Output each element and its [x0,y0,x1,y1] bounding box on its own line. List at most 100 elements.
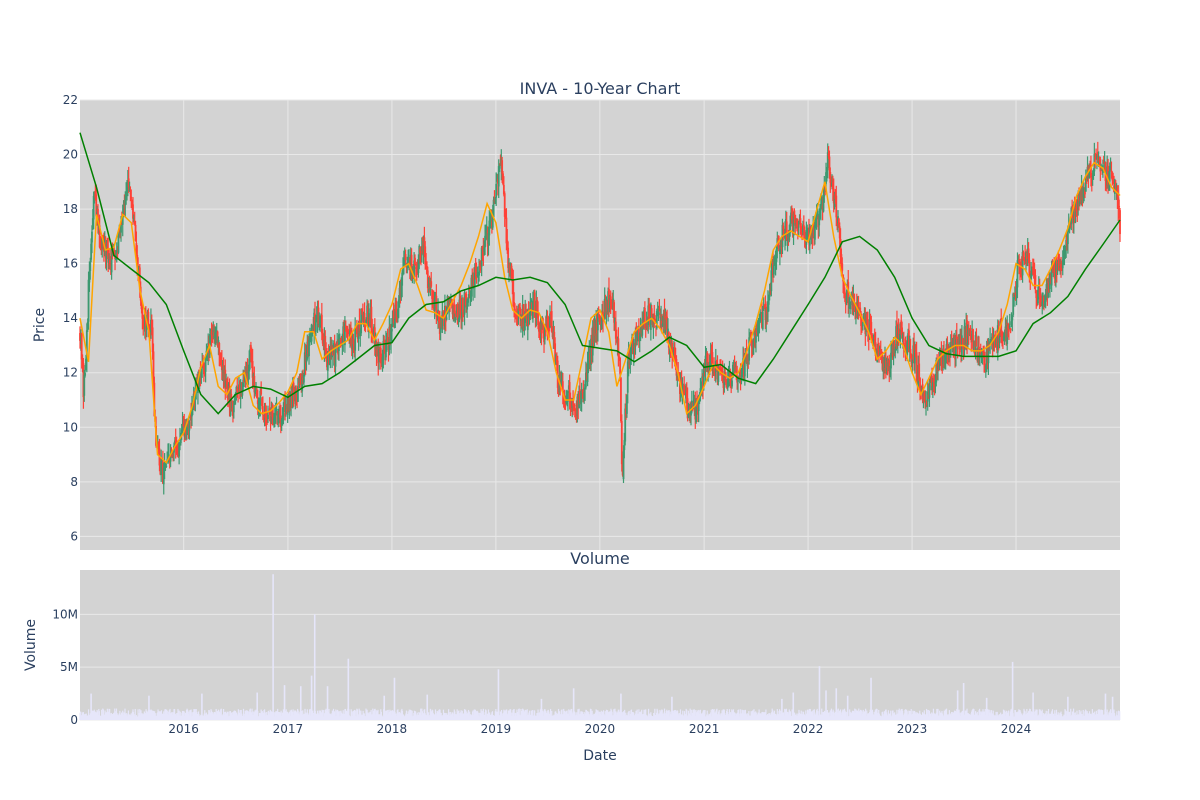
candle-body [344,323,346,346]
candle-body [956,344,959,350]
candle-body [1060,263,1062,271]
candle-body [761,312,764,329]
candle-body [417,259,420,274]
candle-body [568,382,571,401]
price-y-tick-label: 12 [63,366,78,380]
candle-body [503,193,506,217]
candle-body [839,239,842,257]
candle-body [955,335,958,344]
candle-body [998,337,1001,343]
volume-bar [339,711,341,720]
volume-bar [273,712,275,720]
candle-body [770,270,773,292]
candle-body [529,301,532,316]
candle-body [1117,197,1120,209]
candle-body [391,328,393,332]
candle-body [1108,166,1111,182]
candle-body [975,336,978,347]
candle-body [740,374,743,381]
candle-body [731,364,734,378]
candle-body [167,454,170,457]
candle-body [949,351,951,356]
volume-bar [769,713,771,720]
x-tick-label: 2019 [481,722,512,736]
volume-bar [577,709,579,720]
candle-body [997,328,1000,345]
volume-bar [679,709,682,720]
candle-body [548,325,551,332]
candle-body [324,335,327,349]
candle-body [101,237,104,249]
candle-body [674,355,677,362]
candle-body [1060,268,1063,270]
volume-bar [338,711,340,720]
candle-body [873,337,876,340]
candle-body [1104,162,1107,181]
candle-body [397,299,400,307]
candle-body [420,251,422,254]
candle-body [561,381,564,393]
candle-body [857,301,860,309]
candle-body [978,352,981,359]
volume-bar [1064,710,1067,720]
volume-bars [79,574,1121,720]
candle-body [359,331,362,336]
volume-bar [910,708,912,720]
candle-body [962,343,965,350]
candle-body [262,415,265,417]
volume-bar [639,711,641,720]
candle-body [1118,205,1121,208]
volume-bar [561,709,563,720]
volume-spike-bar [781,698,783,720]
candle-body [97,208,99,225]
candle-body [150,320,153,330]
candle-body [419,249,422,254]
volume-plot-area [80,570,1120,720]
candle-body [706,352,709,372]
volume-bar [280,710,282,720]
candle-body [987,342,990,364]
candle-body [308,340,310,357]
candle-body [394,304,397,322]
candle-body [178,442,181,457]
candle-body [1084,177,1087,192]
candle-body [661,323,664,326]
candle-body [827,153,830,157]
candle-body [203,373,206,375]
candle-body [273,416,276,422]
volume-bar [746,713,748,720]
candle-body [217,339,220,344]
volume-bar [1055,709,1058,720]
candle-body [906,341,909,355]
candle-body [984,363,986,368]
candle-body [456,303,459,325]
candle-body [526,309,529,331]
volume-bar [689,708,691,720]
volume-spike-bar [313,614,316,720]
candle-body [191,405,193,417]
candle-body [495,183,498,198]
volume-bar [978,708,981,720]
candle-body [1092,170,1095,174]
candle-body [233,398,236,405]
candle-body [107,249,110,263]
candle-body [95,194,98,217]
volume-bar [828,712,830,720]
candle-body [899,323,902,340]
candle-body [85,358,87,371]
candle-body [799,218,802,227]
candle-body [934,381,937,384]
candle-body [758,323,761,325]
candle-body [297,383,300,385]
candle-body [480,247,483,267]
candle-body [188,421,191,431]
candle-body [127,178,130,188]
candle-body [126,188,128,196]
candle-body [1034,275,1037,288]
candle-body [629,356,632,365]
candle-body [721,371,724,381]
candle-body [1035,290,1038,299]
volume-bar [927,709,929,720]
candle-body [928,385,931,398]
price-y-tick-label: 16 [63,257,78,271]
